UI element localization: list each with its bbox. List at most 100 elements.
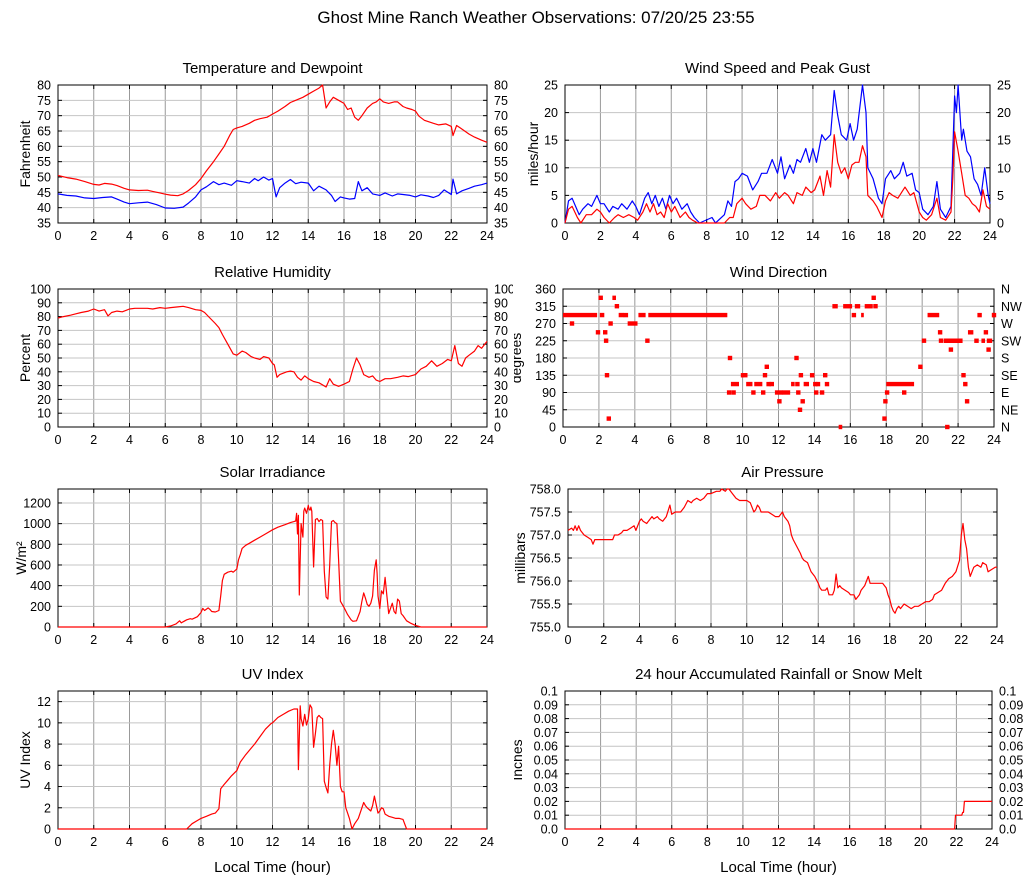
chart-wind-direction: 0 2 4 6 8 10 12 14 16 18 20 22 24 0 N 45 NE 90 E 135 SE 180 S 2… [514,259,1027,459]
series-dewpoint [57,176,488,209]
y-tick-label: 70 [37,109,51,123]
series-rainfall [565,800,992,830]
y-right-tick-label: 0.01 [999,809,1023,823]
y-tick-label: 755.0 [530,621,561,635]
y-right-tick-label: SE [1001,369,1018,383]
chart-title: UV Index [242,666,304,683]
x-tick-label: 14 [301,229,315,243]
y-tick-label: 60 [37,338,51,352]
y-axis-label: Percent [17,334,33,382]
y-right-tick-label: 70 [494,324,508,338]
x-tick-label: 8 [708,633,715,647]
page-title: Ghost Mine Ranch Weather Observations: 0… [317,8,755,27]
y-right-tick-label: 0.04 [999,767,1023,781]
x-tick-label: 22 [444,835,458,849]
grid-horizontal [568,511,997,605]
x-tick-label: 0 [55,433,62,447]
x-tick-label: 6 [672,633,679,647]
x-tick-label: 6 [162,633,169,647]
y-tick-label: 135 [535,369,556,383]
y-right-tick-label: 5 [997,189,1004,203]
y-tick-label: 55 [37,155,51,169]
x-tick-label: 10 [230,229,244,243]
x-tick-label: 12 [266,229,280,243]
x-tick-label: 12 [266,633,280,647]
grid-vertical [93,85,452,223]
y-tick-label: 45 [542,403,556,417]
y-right-tick-label: S [1001,352,1009,366]
x-tick-label: 12 [266,433,280,447]
y-tick-label: 360 [535,283,556,297]
x-tick-label: 12 [776,633,790,647]
y-tick-label: 35 [37,217,51,231]
y-right-tick-label: 10 [997,161,1011,175]
y-tick-label: 65 [37,125,51,139]
y-right-tick-label: 0.0 [999,823,1016,837]
y-right-tick-label: 55 [494,155,508,169]
y-right-tick-label: 0.07 [999,726,1023,740]
y-right-tick-label: 15 [997,134,1011,148]
y-right-tick-label: 45 [494,186,508,200]
x-tick-label: 8 [704,835,711,849]
x-tick-label: 10 [736,835,750,849]
x-tick-label: 2 [90,835,97,849]
y-tick-label: 0.09 [534,698,558,712]
grid-vertical [599,85,956,223]
x-tick-label: 0 [562,835,569,849]
x-tick-label: 20 [915,433,929,447]
y-right-tick-label: 0.03 [999,781,1023,795]
y-tick-label: 0 [551,217,558,231]
y-tick-label: 12 [37,695,51,709]
y-right-tick-label: 50 [494,352,508,366]
y-tick-label: 75 [37,94,51,108]
y-tick-label: 0.1 [541,685,558,699]
y-tick-label: 755.5 [530,598,561,612]
y-tick-label: 15 [544,134,558,148]
tick-marks [564,690,993,830]
y-axis-label: UV Index [17,731,33,789]
y-tick-label: 60 [37,140,51,154]
y-tick-label: 5 [551,189,558,203]
y-right-tick-label: 0.05 [999,754,1023,768]
y-tick-label: 30 [37,379,51,393]
chart-solar-irradiance: 0 2 4 6 8 10 12 14 16 18 20 22 24 0 200 400 600 800 1000 12… [0,459,513,659]
y-tick-label: 400 [30,579,51,593]
series-peak-gust [564,84,991,224]
chart-title: Solar Irradiance [220,464,326,481]
y-tick-label: 90 [542,386,556,400]
x-tick-label: 4 [126,229,133,243]
chart-temperature-dewpoint: 0 2 4 6 8 10 12 14 16 18 20 22 24 35 35 40 40 45 45 50 50 55 5… [0,55,513,255]
y-axis-label: W/m² [13,541,29,575]
x-tick-label: 16 [843,433,857,447]
x-tick-label: 14 [807,835,821,849]
x-tick-label: 2 [597,229,604,243]
chart-wind-speed-gust: 0 2 4 6 8 10 12 14 16 18 20 22 24 0 0 5 5 10 10 15 15 20 20 25 2… [514,55,1027,255]
y-tick-label: 0.01 [534,809,558,823]
y-tick-label: 20 [37,393,51,407]
x-tick-label: 4 [126,433,133,447]
x-tick-label: 12 [266,835,280,849]
y-right-tick-label: NW [1001,300,1022,314]
y-right-tick-label: W [1001,317,1013,331]
x-tick-label: 16 [337,633,351,647]
x-tick-label: 20 [912,229,926,243]
x-tick-label: 8 [198,433,205,447]
x-tick-label: 0 [55,835,62,849]
grid-horizontal [58,502,487,607]
chart-air-pressure: 0 2 4 6 8 10 12 14 16 18 20 22 24 755.0 755.5 756.0 756.… [514,459,1027,659]
chart-title: Relative Humidity [214,264,331,281]
y-right-tick-label: 10 [494,407,508,421]
x-tick-label: 12 [771,229,785,243]
x-tick-label: 14 [301,633,315,647]
x-tick-label: 8 [198,835,205,849]
x-axis-label: Local Time (hour) [720,859,837,876]
y-tick-label: 45 [37,186,51,200]
y-tick-label: 757.5 [530,506,561,520]
y-tick-label: 758.0 [530,483,561,497]
y-tick-label: 0.03 [534,781,558,795]
